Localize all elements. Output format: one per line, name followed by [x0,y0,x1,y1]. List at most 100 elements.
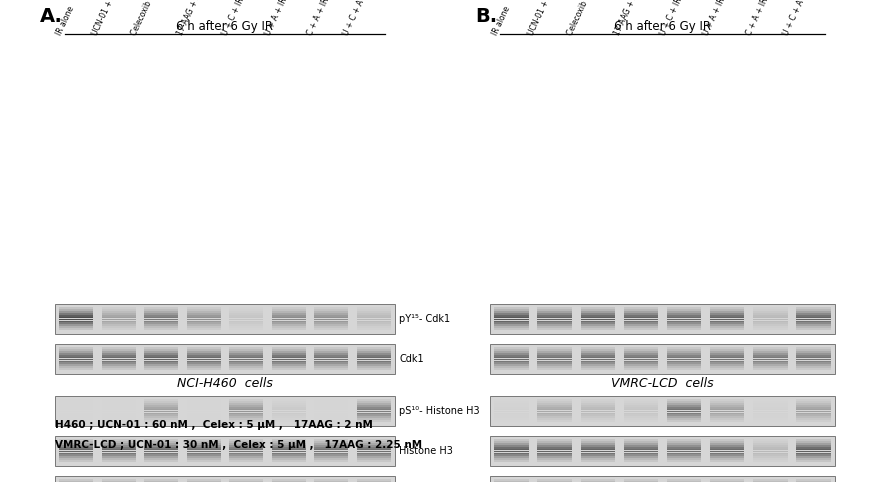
Bar [495,405,529,407]
Bar [229,324,263,326]
Bar [272,443,305,445]
Bar [710,403,744,405]
Bar [229,405,263,407]
Bar [710,409,744,411]
Bar [144,364,178,366]
Bar [581,368,615,370]
Bar [666,445,701,447]
Bar [710,481,744,482]
Bar [796,401,831,403]
Bar [357,479,391,481]
Bar [144,366,178,368]
Bar [581,445,615,447]
Bar [495,324,529,326]
Bar [59,449,93,451]
Bar [187,420,220,422]
Bar [537,317,572,319]
Bar [753,359,788,361]
Bar [272,317,305,319]
Bar [710,441,744,443]
Bar [796,399,831,401]
Bar [187,456,220,458]
Bar [102,351,135,353]
Bar [102,313,135,315]
Bar [624,460,658,462]
Bar [624,479,658,481]
Bar [187,319,220,321]
Bar [314,407,349,409]
Bar [187,455,220,456]
Bar [581,403,615,405]
Bar [666,447,701,449]
Bar [59,445,93,447]
Bar [187,401,220,403]
Bar [710,366,744,368]
Bar [102,319,135,321]
Bar [314,401,349,403]
Bar [144,368,178,370]
Bar [272,359,305,361]
Bar [581,317,615,319]
Bar [796,439,831,441]
Bar [710,479,744,481]
Text: VMRC-LCD ; UCN-01 : 30 nM ,  Celex : 5 μM ,   17AAG : 2.25 nM: VMRC-LCD ; UCN-01 : 30 nM , Celex : 5 μM… [55,440,422,450]
Bar [666,456,701,458]
Bar [187,368,220,370]
Bar [581,399,615,401]
Bar [314,321,349,322]
Bar [102,399,135,401]
Bar [59,359,93,361]
Bar [796,366,831,368]
Bar [666,355,701,357]
Bar [753,439,788,441]
Bar [495,456,529,458]
Bar [666,403,701,405]
Bar [666,411,701,413]
Bar [581,311,615,313]
Bar [229,403,263,405]
Bar [187,399,220,401]
Bar [357,359,391,361]
Bar [357,347,391,349]
Bar [796,403,831,405]
Bar [272,353,305,355]
Bar [187,366,220,368]
Bar [666,347,701,349]
Bar [710,309,744,311]
Bar [272,418,305,420]
Bar [666,307,701,309]
Bar [314,415,349,416]
Bar [537,481,572,482]
Text: IR alone: IR alone [55,5,76,37]
Bar [581,347,615,349]
Bar [102,362,135,364]
Bar [796,347,831,349]
Bar [495,418,529,420]
Bar [314,313,349,315]
Bar [624,407,658,409]
Bar [495,359,529,361]
Text: 17-AAG + IR: 17-AAG + IR [175,0,204,37]
Bar [272,455,305,456]
Text: NCI-H460  cells: NCI-H460 cells [177,377,273,390]
Bar [753,415,788,416]
Bar [581,443,615,445]
Bar [710,453,744,455]
Bar [102,401,135,403]
Bar [537,405,572,407]
Bar [102,458,135,460]
Bar [229,321,263,322]
Bar [144,315,178,317]
Bar [495,349,529,351]
Bar [357,326,391,328]
Bar [666,322,701,324]
Bar [144,418,178,420]
Bar [102,324,135,326]
Bar [229,416,263,418]
Bar [187,351,220,353]
Bar [272,368,305,370]
Bar [314,351,349,353]
Bar [581,319,615,321]
Bar [187,359,220,361]
Bar [796,453,831,455]
